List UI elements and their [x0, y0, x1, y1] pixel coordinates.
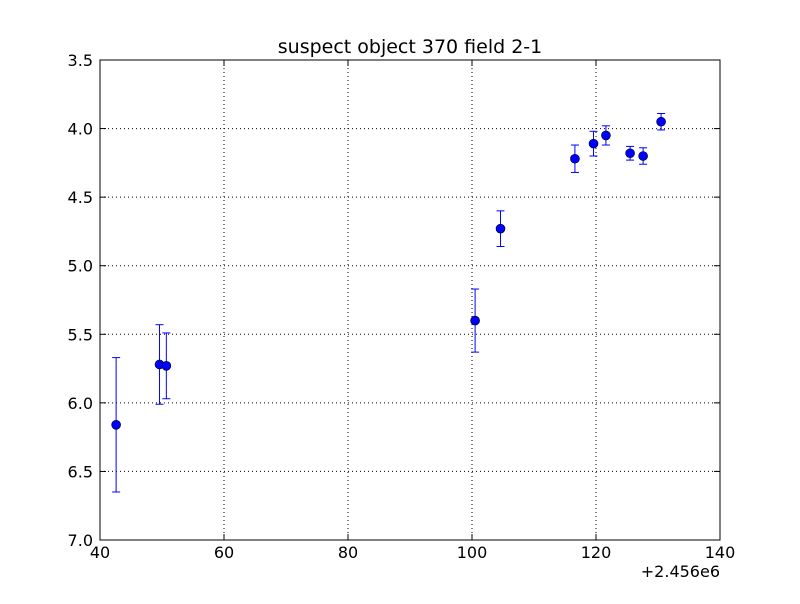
y-tick-label: 5.0: [68, 257, 93, 276]
marker: [625, 148, 635, 159]
data-point: [161, 332, 172, 400]
y-tick-label: 4.5: [68, 188, 93, 207]
data-point: [625, 145, 635, 161]
data-point: [111, 357, 121, 493]
marker: [161, 361, 172, 371]
x-tick-label: 120: [581, 543, 612, 562]
y-tick-label: 7.0: [68, 531, 93, 550]
data-point: [470, 288, 480, 353]
tick-layer: [99, 59, 721, 541]
data-point: [588, 130, 599, 157]
marker: [638, 151, 648, 161]
marker: [588, 138, 599, 149]
y-tick-label: 6.0: [68, 394, 93, 413]
x-tick-label: 80: [338, 543, 358, 562]
x-tick-label: 40: [90, 543, 110, 562]
y-tick-label: 3.5: [68, 51, 93, 70]
marker: [601, 130, 611, 141]
marker: [111, 419, 121, 430]
marker: [495, 223, 506, 234]
data-point: [570, 144, 580, 173]
data-point: [495, 210, 506, 248]
x-tick-label: 60: [214, 543, 234, 562]
data-point: [638, 147, 648, 165]
chart-title: suspect object 370 field 2-1: [278, 36, 543, 58]
data-layer: [111, 112, 666, 493]
plot-frame: [99, 59, 721, 541]
marker: [470, 315, 480, 326]
y-tick-label: 5.5: [68, 325, 93, 344]
label-layer: 40 60 80 100 120 140 3.5 4.0 4.5 5.0 5.5 6.0 6.5 7.0: [68, 51, 736, 562]
marker: [656, 116, 666, 127]
x-tick-label: 140: [705, 543, 736, 562]
grid-layer: [100, 60, 720, 540]
data-point: [656, 112, 666, 131]
x-axis-offset-label: +2.456e6: [641, 562, 720, 581]
data-point: [601, 125, 611, 146]
x-tick-label: 100: [457, 543, 488, 562]
marker: [570, 153, 580, 164]
y-tick-label: 4.0: [68, 120, 93, 139]
y-tick-label: 6.5: [68, 462, 93, 481]
